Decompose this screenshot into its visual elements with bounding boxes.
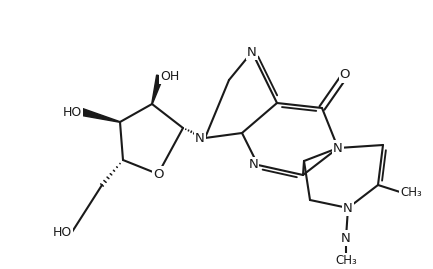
Text: O: O <box>340 69 350 82</box>
Text: N: N <box>247 45 257 58</box>
Text: OH: OH <box>160 69 179 83</box>
Polygon shape <box>152 75 163 104</box>
Text: CH₃: CH₃ <box>400 186 422 199</box>
Text: HO: HO <box>63 105 82 119</box>
Text: N: N <box>195 132 205 144</box>
Polygon shape <box>81 109 120 122</box>
Text: O: O <box>153 168 163 180</box>
Text: N: N <box>248 158 258 172</box>
Text: N: N <box>333 141 343 154</box>
Text: CH₃: CH₃ <box>335 253 357 267</box>
Text: N: N <box>343 201 353 214</box>
Text: HO: HO <box>53 225 72 239</box>
Text: N: N <box>341 232 351 245</box>
